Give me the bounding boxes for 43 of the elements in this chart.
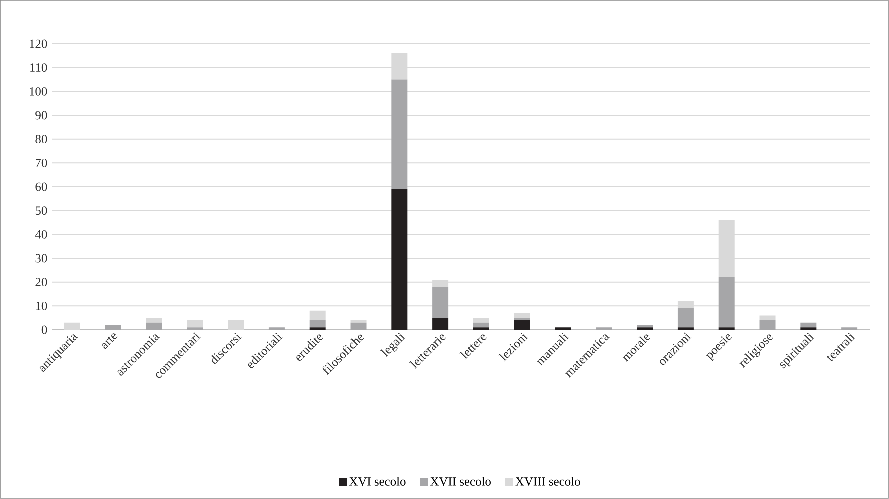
bar	[146, 322, 162, 330]
bar	[514, 320, 530, 330]
bar	[432, 280, 449, 288]
bar	[718, 278, 735, 328]
bar	[473, 322, 490, 328]
y-tick-label: 0	[42, 326, 48, 334]
y-tick-label: 100	[30, 87, 48, 96]
y-tick-label: 80	[36, 135, 48, 144]
bar	[760, 316, 776, 320]
bar	[310, 310, 326, 320]
bar	[187, 320, 204, 328]
y-tick-label: 60	[36, 182, 48, 192]
bar	[105, 325, 122, 330]
bar	[473, 318, 490, 323]
y-tick-label: 110	[30, 64, 48, 72]
x-tick-label: arte	[102, 334, 118, 350]
legend-label: XVIII secolo	[516, 477, 580, 486]
bar	[514, 313, 530, 318]
legend-label: XVII secolo	[430, 477, 491, 486]
bar	[678, 308, 694, 328]
bar	[718, 220, 735, 278]
y-tick-label: 40	[35, 230, 48, 239]
bar	[392, 54, 408, 80]
bar	[432, 287, 449, 318]
bar	[310, 320, 326, 328]
bar	[432, 318, 449, 330]
bar	[800, 322, 817, 328]
bar	[637, 325, 654, 328]
y-tick-label: 20	[36, 278, 48, 287]
bar	[392, 80, 408, 190]
bar	[392, 189, 408, 330]
y-tick-label: 120	[30, 40, 48, 48]
y-tick-label: 10	[36, 302, 48, 310]
bar	[350, 320, 367, 323]
bar	[350, 322, 367, 330]
y-tick-label: 70	[36, 158, 48, 168]
legend-label: XVI secolo	[349, 477, 406, 486]
y-tick-label: 50	[36, 206, 48, 216]
y-tick-label: 30	[36, 254, 48, 263]
bar	[146, 318, 162, 323]
bar	[678, 301, 694, 309]
y-tick-label: 90	[36, 111, 48, 120]
bar	[760, 320, 776, 330]
